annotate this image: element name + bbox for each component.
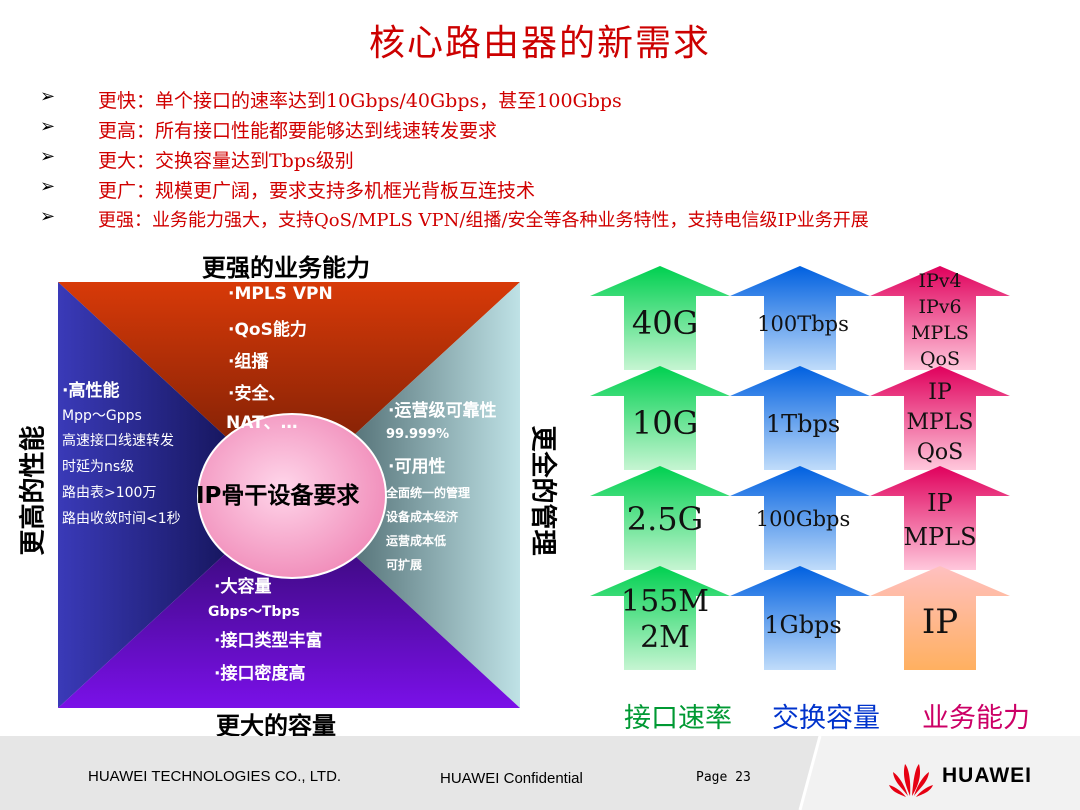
- capacity-level: 1Gbps: [764, 611, 842, 639]
- caption-interface-rate: 接口速率: [624, 703, 732, 734]
- footer-divider: [798, 736, 1080, 810]
- service-level: IP MPLS: [903, 489, 977, 551]
- left-item: 高速接口线速转发: [62, 433, 174, 449]
- bottom-item: ·接口类型丰富: [214, 631, 323, 651]
- bottom-item: ·大容量: [214, 577, 272, 597]
- bullet-item: ➢ 更大：交换容量达到Tbps级别: [40, 146, 1080, 176]
- right-item: 运营成本低: [386, 534, 447, 548]
- rate-level: 155M 2M: [621, 584, 709, 655]
- top-item: ·MPLS VPN: [228, 284, 333, 304]
- left-item: Mpp～Gpps: [62, 408, 142, 424]
- right-item: 设备成本经济: [386, 510, 459, 524]
- page-title: 核心路由器的新需求: [368, 23, 711, 64]
- top-item: ·QoS能力: [228, 320, 307, 340]
- rate-level: 10G: [631, 404, 699, 442]
- right-item: 可扩展: [386, 558, 423, 572]
- brand-name: HUAWEI: [942, 764, 1032, 787]
- arrow-bullet-icon: ➢: [40, 86, 56, 107]
- left-item: 时延为ns级: [62, 459, 135, 475]
- right-item: 99.999%: [386, 427, 450, 442]
- bottom-item: Gbps～Tbps: [208, 604, 300, 620]
- bullet-text: 更强：业务能力强大，支持QoS/MPLS VPN/组播/安全等各种业务特性，支持…: [98, 210, 869, 231]
- left-axis-label: 更高的性能: [18, 425, 49, 556]
- footer-bar: HUAWEI TECHNOLOGIES CO., LTD. HUAWEI Con…: [0, 736, 1080, 810]
- left-item: 路由收敛时间<1秒: [62, 511, 181, 527]
- service-level: IP: [921, 602, 959, 642]
- right-item: ·运营级可靠性: [388, 401, 497, 421]
- requirements-diagram: [58, 282, 520, 708]
- top-axis-label: 更强的业务能力: [202, 254, 370, 282]
- capacity-level: 1Tbps: [765, 410, 841, 438]
- page-number: Page 23: [696, 770, 751, 785]
- bottom-triangle: [58, 495, 520, 708]
- green-arrow-stack: [590, 266, 730, 670]
- top-item: NAT、…: [226, 413, 298, 433]
- bullet-text: 更广：规模更广阔，要求支持多机框光背板互连技术: [98, 180, 536, 202]
- requirement-list: ➢ 更快：单个接口的速率达到10Gbps/40Gbps，甚至100Gbps ➢ …: [40, 86, 1080, 236]
- arrow-bullet-icon: ➢: [40, 176, 56, 197]
- company-name: HUAWEI TECHNOLOGIES CO., LTD.: [88, 768, 342, 785]
- left-triangle: [58, 282, 289, 708]
- left-item: 路由表>100万: [62, 485, 157, 501]
- bullet-item: ➢ 更强：业务能力强大，支持QoS/MPLS VPN/组播/安全等各种业务特性，…: [40, 206, 1080, 236]
- bullet-text: 更快：单个接口的速率达到10Gbps/40Gbps，甚至100Gbps: [98, 90, 622, 112]
- huawei-logo-icon: [889, 764, 933, 797]
- top-item: ·组播: [228, 352, 269, 372]
- bullet-item: ➢ 更高：所有接口性能都要能够达到线速转发要求: [40, 116, 1080, 146]
- capacity-level: 100Tbps: [757, 312, 849, 336]
- confidential-label: HUAWEI Confidential: [440, 770, 583, 787]
- right-item: ·可用性: [388, 457, 446, 477]
- bullet-item: ➢ 更快：单个接口的速率达到10Gbps/40Gbps，甚至100Gbps: [40, 86, 1080, 116]
- caption-service-capability: 业务能力: [922, 703, 1030, 734]
- arrow-bullet-icon: ➢: [40, 146, 56, 167]
- right-triangle: [289, 282, 520, 708]
- center-ellipse: [197, 413, 387, 579]
- top-item: ·安全、: [228, 384, 286, 404]
- right-item: 全面统一的管理: [386, 486, 471, 500]
- center-label: IP骨干设备要求: [196, 483, 360, 509]
- caption-switch-capacity: 交换容量: [772, 703, 880, 734]
- right-axis-label: 更全的管理: [527, 425, 558, 556]
- arrow-bullet-icon: ➢: [40, 116, 56, 137]
- arrow-columns: [590, 266, 1010, 670]
- bullet-item: ➢ 更广：规模更广阔，要求支持多机框光背板互连技术: [40, 176, 1080, 206]
- capacity-level: 100Gbps: [755, 507, 851, 531]
- rate-level: 40G: [631, 304, 699, 342]
- pink-arrow-stack: [870, 266, 1010, 570]
- top-triangle: [58, 282, 520, 495]
- rate-level: 2.5G: [626, 500, 704, 538]
- bottom-item: ·接口密度高: [214, 664, 306, 684]
- bullet-text: 更高：所有接口性能都要能够达到线速转发要求: [98, 120, 498, 142]
- bullet-text: 更大：交换容量达到Tbps级别: [98, 150, 354, 172]
- bottom-axis-label: 更大的容量: [216, 712, 336, 740]
- orange-arrow: [870, 566, 1010, 670]
- service-level: IPv4 IPv6 MPLS QoS: [911, 270, 969, 370]
- service-level: IP MPLS QoS: [906, 380, 974, 465]
- blue-arrow-stack: [730, 266, 870, 670]
- arrow-bullet-icon: ➢: [40, 206, 56, 227]
- left-item: ·高性能: [62, 381, 120, 401]
